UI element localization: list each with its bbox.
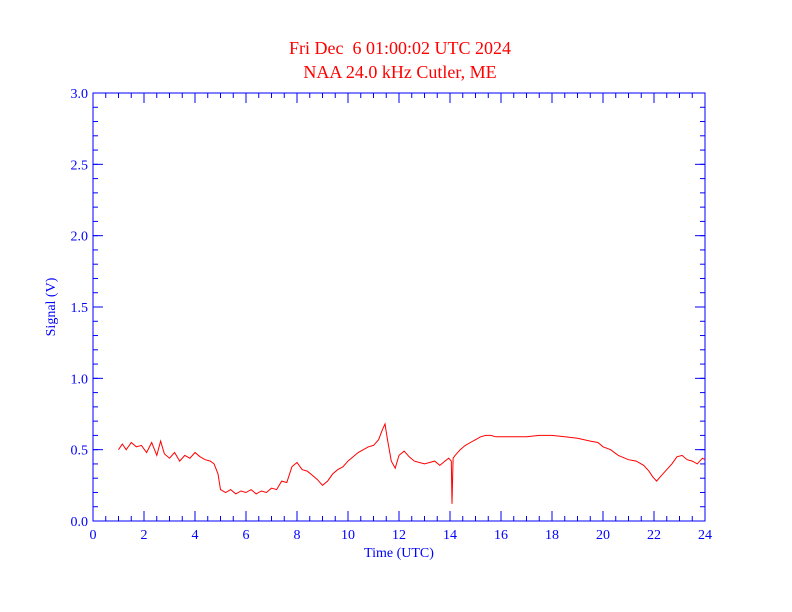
y-tick-label: 2.0 xyxy=(71,230,89,245)
y-tick-label: 3.0 xyxy=(71,87,89,102)
y-tick-label: 0.0 xyxy=(71,515,89,530)
y-tick-label: 1.5 xyxy=(71,301,89,316)
x-tick-label: 20 xyxy=(596,528,610,543)
x-tick-label: 22 xyxy=(647,528,661,543)
chart-subtitle: NAA 24.0 kHz Cutler, ME xyxy=(303,62,496,82)
x-axis-label: Time (UTC) xyxy=(364,546,434,561)
series-line-0 xyxy=(118,422,706,504)
series-group xyxy=(118,422,706,504)
y-tick-label: 1.0 xyxy=(71,372,89,387)
x-tick-label: 18 xyxy=(545,528,559,543)
chart-title: Fri Dec 6 01:00:02 UTC 2024 xyxy=(289,38,511,58)
y-tick-label: 0.5 xyxy=(71,444,89,459)
x-tick-label: 2 xyxy=(141,528,148,543)
y-axis-label: Signal (V) xyxy=(44,277,59,336)
x-tick-label: 6 xyxy=(243,528,250,543)
y-tick-label: 2.5 xyxy=(71,158,89,173)
x-tick-label: 16 xyxy=(494,528,508,543)
x-tick-label: 10 xyxy=(341,528,355,543)
y-axis: 0.0 0.5 1.0 1.5 2.0 2.5 3.0 xyxy=(71,87,705,530)
x-tick-label: 12 xyxy=(392,528,406,543)
x-tick-label: 24 xyxy=(698,528,712,543)
x-axis: 0 2 4 6 8 10 12 14 16 18 20 22 24 xyxy=(90,93,712,543)
x-tick-label: 8 xyxy=(294,528,301,543)
x-tick-label: 0 xyxy=(90,528,97,543)
x-tick-label: 14 xyxy=(443,528,457,543)
x-tick-label: 4 xyxy=(192,528,199,543)
